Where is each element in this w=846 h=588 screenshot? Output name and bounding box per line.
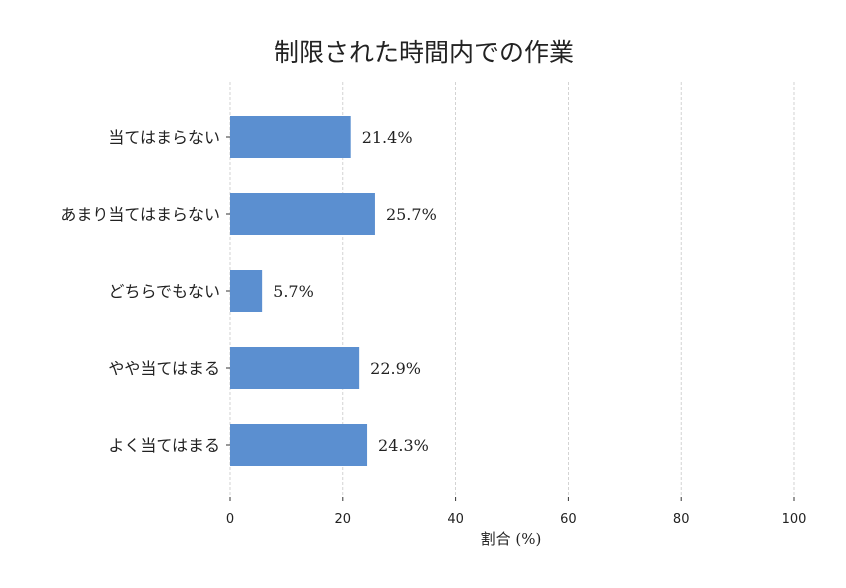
x-axis: 0 20 40 60 80 100	[226, 136, 807, 527]
value-label: 22.9%	[370, 359, 421, 378]
category-label: あまり当てはまらない	[60, 205, 220, 224]
bar	[230, 270, 263, 312]
x-tick-label: 0	[226, 512, 234, 527]
x-tick-label: 20	[335, 512, 352, 527]
x-tick-label: 40	[447, 512, 464, 527]
bars-layer	[230, 116, 375, 466]
x-tick-label: 80	[673, 512, 690, 527]
labels-layer: 当てはまらない 21.4% あまり当てはまらない 25.7% どちらでもない 5.7% やや…	[60, 128, 436, 455]
bar	[230, 424, 368, 466]
x-tick-label: 100	[782, 512, 807, 527]
x-tick-label: 60	[560, 512, 577, 527]
category-label: どちらでもない	[108, 282, 220, 301]
value-label: 5.7%	[273, 282, 314, 301]
bar	[230, 193, 375, 235]
chart-title: 制限された時間内での作業	[274, 38, 574, 67]
category-label: やや当てはまる	[108, 359, 220, 378]
category-label: 当てはまらない	[108, 128, 220, 147]
category-label: よく当てはまる	[108, 436, 220, 455]
value-label: 25.7%	[386, 205, 437, 224]
bar	[230, 116, 351, 158]
value-label: 24.3%	[378, 436, 429, 455]
value-label: 21.4%	[362, 128, 413, 147]
bar	[230, 347, 360, 389]
x-axis-title: 割合 (%)	[481, 530, 542, 548]
